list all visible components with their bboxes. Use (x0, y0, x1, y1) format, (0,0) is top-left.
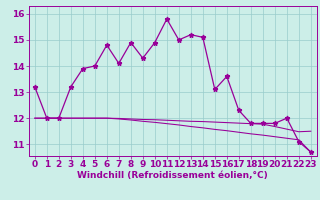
X-axis label: Windchill (Refroidissement éolien,°C): Windchill (Refroidissement éolien,°C) (77, 171, 268, 180)
